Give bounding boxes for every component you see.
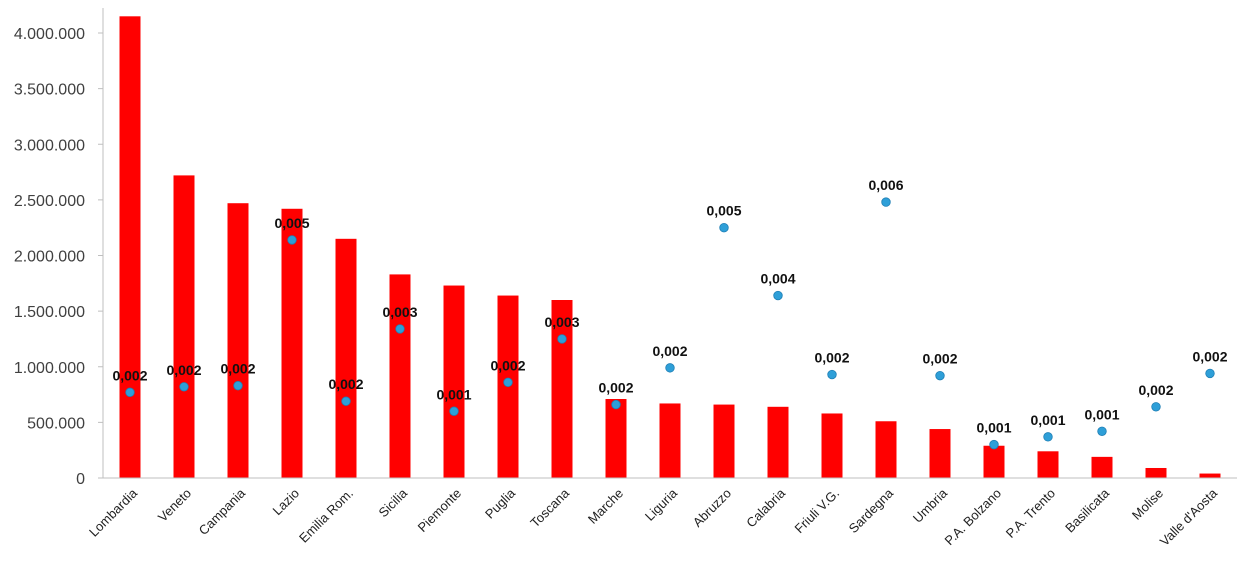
x-tick-label: Basilicata: [1062, 485, 1112, 535]
bar: [659, 403, 681, 478]
data-point: [827, 369, 837, 380]
x-tick-label: Liguria: [642, 485, 681, 524]
bar: [119, 16, 141, 478]
data-point: [1043, 432, 1053, 442]
data-label: 0,003: [544, 314, 579, 330]
data-point: [287, 235, 297, 245]
data-point: [395, 324, 405, 334]
x-tick-label: Sicilia: [375, 485, 410, 520]
bar: [389, 274, 411, 478]
data-point: [233, 380, 243, 391]
y-tick-label: 1.500.000: [14, 304, 85, 321]
data-label: 0,002: [112, 367, 147, 383]
bar: [551, 300, 573, 478]
y-tick-label: 2.000.000: [14, 249, 85, 266]
data-label: 0,002: [1192, 348, 1227, 364]
data-label: 0,005: [274, 215, 309, 231]
y-axis: 0 500.000 1.000.000 1.500.000 2.000.000 2.500…: [14, 8, 104, 488]
data-point: [989, 439, 999, 450]
data-label: 0,006: [868, 177, 903, 193]
data-label: 0,001: [1084, 406, 1119, 422]
x-tick-label: Calabria: [743, 485, 788, 530]
data-label: 0,001: [436, 386, 471, 402]
data-point: [179, 382, 189, 392]
y-tick-label: 3.000.000: [14, 137, 85, 154]
bar: [767, 406, 789, 478]
x-tick-label: Lombardia: [86, 485, 141, 540]
x-tick-label: Piemonte: [415, 486, 464, 535]
data-point: [503, 377, 513, 388]
x-tick-label: Umbria: [910, 485, 951, 526]
bar: [875, 421, 897, 478]
bar: [929, 429, 951, 478]
bar: [713, 404, 735, 478]
data-point: [773, 290, 783, 301]
data-point: [341, 396, 351, 406]
x-tick-label: Marche: [585, 486, 626, 527]
bar: [605, 399, 627, 478]
data-point: [665, 363, 675, 373]
x-tick-label: Puglia: [482, 485, 519, 522]
data-point: [719, 222, 729, 233]
x-tick-label: Lazio: [270, 486, 303, 519]
data-point: [1151, 402, 1161, 412]
data-label: 0,002: [652, 343, 687, 359]
data-label: 0,002: [490, 357, 525, 373]
bar: [173, 175, 195, 478]
bar: [821, 413, 843, 478]
y-tick-label: 3.500.000: [14, 82, 85, 99]
bar: [227, 203, 249, 478]
data-label: 0,005: [706, 203, 741, 219]
x-tick-label: Friuli V.G.: [791, 486, 842, 537]
bar: [443, 285, 465, 478]
data-point: [449, 406, 459, 416]
data-point: [881, 197, 891, 207]
data-label: 0,003: [382, 304, 417, 320]
bar: [1199, 473, 1221, 478]
x-tick-label: P.A. Bolzano: [942, 486, 1005, 549]
data-label: 0,001: [1030, 412, 1065, 428]
data-label: 0,002: [922, 351, 957, 367]
data-point: [935, 370, 945, 381]
x-tick-label: Emilia Rom.: [296, 486, 356, 546]
data-label: 0,004: [760, 271, 795, 287]
data-label: 0,002: [220, 361, 255, 377]
y-tick-label: 0: [76, 471, 85, 488]
x-tick-label: P.A. Trento: [1003, 486, 1058, 541]
data-label: 0,002: [598, 380, 633, 396]
data-label: 0,001: [976, 420, 1011, 436]
data-label: 0,002: [328, 376, 363, 392]
data-point: [125, 387, 135, 398]
y-tick-label: 4.000.000: [14, 26, 85, 43]
data-label: 0,002: [1138, 382, 1173, 398]
y-tick-label: 500.000: [27, 415, 85, 432]
data-point: [1097, 426, 1107, 436]
x-tick-label: Veneto: [155, 486, 194, 525]
data-point: [611, 399, 621, 410]
bar: [281, 208, 303, 478]
x-tick-label: Abruzzo: [690, 486, 734, 530]
bar: [1091, 456, 1113, 478]
x-tick-label: Valle d'Aosta: [1157, 485, 1221, 549]
x-tick-label: Sardegna: [846, 485, 897, 536]
bar: [335, 238, 357, 478]
data-label: 0,002: [814, 350, 849, 366]
data-label: 0,002: [166, 362, 201, 378]
data-point: [1205, 368, 1215, 379]
x-tick-label: Campania: [196, 485, 249, 538]
bar: [1145, 467, 1167, 478]
y-tick-label: 1.000.000: [14, 360, 85, 377]
x-tick-label: Toscana: [527, 485, 572, 530]
data-point: [557, 334, 567, 344]
bar: [1037, 451, 1059, 478]
x-tick-label: Molise: [1129, 486, 1166, 523]
y-tick-label: 2.500.000: [14, 193, 85, 210]
bar-series: [119, 16, 1221, 478]
point-series: 0,002 0,002 0,002 0,005 0,002 0,003 0,001 0,002…: [112, 177, 1228, 450]
bar: [983, 445, 1005, 478]
